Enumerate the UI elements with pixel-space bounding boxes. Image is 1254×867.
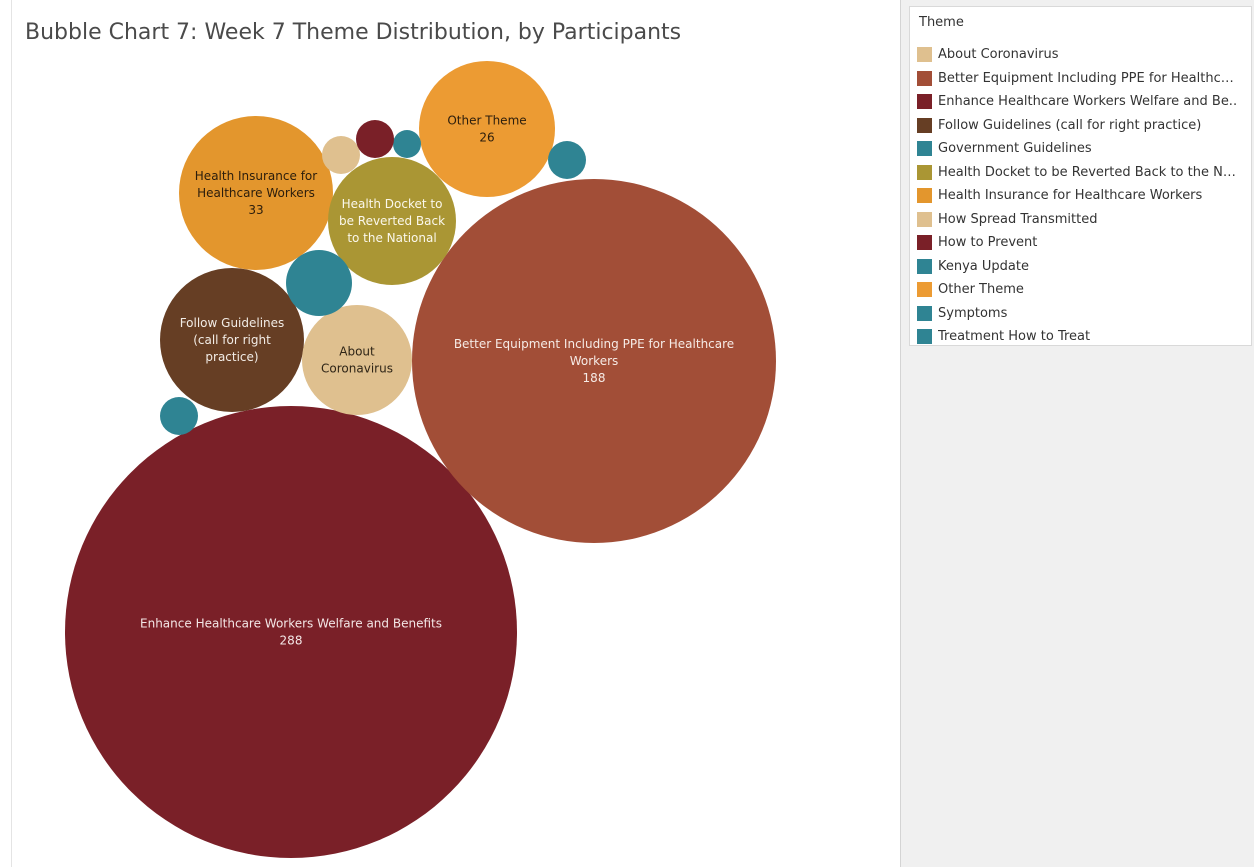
bubble-label-other: Other Theme 26 <box>447 114 526 145</box>
bubble-label-line: Follow Guidelines <box>180 316 285 330</box>
legend-item-label: Symptoms <box>938 305 1008 321</box>
bubble-chart: Enhance Healthcare Workers Welfare and B… <box>65 61 776 858</box>
legend-swatch <box>917 235 932 251</box>
legend-swatch <box>917 188 932 204</box>
bubble-label-line: Workers <box>570 354 619 368</box>
bubble-kenya-update[interactable] <box>393 130 421 158</box>
legend-item-label: Enhance Healthcare Workers Welfare and B… <box>938 94 1238 110</box>
bubble-label-line: be Reverted Back <box>339 214 445 228</box>
legend-item-label: Treatment How to Treat <box>938 329 1091 345</box>
bubble-label-line: 26 <box>479 131 494 145</box>
legend-swatch <box>917 211 932 227</box>
chart-area: Bubble Chart 7: Week 7 Theme Distributio… <box>11 0 901 867</box>
legend-title: Theme <box>919 15 964 30</box>
legend-item[interactable]: How to Prevent <box>917 231 1247 255</box>
bubble-label-line: 33 <box>248 203 263 217</box>
bubble-symptoms[interactable] <box>548 141 586 179</box>
legend-item[interactable]: Symptoms <box>917 302 1247 326</box>
legend-item[interactable]: Treatment How to Treat <box>917 325 1247 349</box>
bubble-label-line: Health Docket to <box>342 197 443 211</box>
bubble-treatment[interactable] <box>160 397 198 435</box>
legend-swatch <box>917 329 932 345</box>
bubble-label-line: About <box>339 345 375 359</box>
legend-item-label: About Coronavirus <box>938 47 1059 63</box>
bubble-label-line: to the National <box>347 231 436 245</box>
bubble-label-about-coronavirus: About Coronavirus <box>321 345 393 376</box>
legend-item-label: Better Equipment Including PPE for Healt… <box>938 70 1238 86</box>
legend-swatch <box>917 164 932 180</box>
bubble-other[interactable] <box>419 61 555 197</box>
bubble-label-line: Enhance Healthcare Workers Welfare and B… <box>140 617 442 631</box>
bubble-label-line: Healthcare Workers <box>197 186 315 200</box>
legend-item-label: Kenya Update <box>938 258 1029 274</box>
bubble-health-docket[interactable] <box>328 157 456 285</box>
bubble-label-health-docket: Health Docket to be Reverted Back to the N… <box>339 197 445 245</box>
legend-item-label: Health Insurance for Healthcare Workers <box>938 188 1203 204</box>
bubble-label-line: Coronavirus <box>321 362 393 376</box>
bubble-label-line: 288 <box>280 634 303 648</box>
bubble-label-enhance: Enhance Healthcare Workers Welfare and B… <box>140 617 442 648</box>
bubble-health-insurance[interactable] <box>179 116 333 270</box>
chart-title: Bubble Chart 7: Week 7 Theme Distributio… <box>25 20 682 45</box>
chart-left-border <box>11 0 12 867</box>
legend-item[interactable]: Health Insurance for Healthcare Workers <box>917 184 1247 208</box>
legend-swatch <box>917 117 932 133</box>
legend-item-label: Follow Guidelines (call for right practi… <box>938 117 1202 133</box>
bubble-label-line: Better Equipment Including PPE for Healt… <box>454 337 734 351</box>
bubble-label-line: Health Insurance for <box>195 169 317 183</box>
legend-swatch <box>917 70 932 86</box>
legend-item[interactable]: About Coronavirus <box>917 43 1247 67</box>
legend-swatch <box>917 282 932 298</box>
legend-item-label: Other Theme <box>938 282 1024 298</box>
legend-list: About Coronavirus Better Equipment Includ… <box>917 43 1247 349</box>
bubble-enhance[interactable] <box>65 406 517 858</box>
legend-swatch <box>917 305 932 321</box>
legend-item[interactable]: Follow Guidelines (call for right practi… <box>917 114 1247 138</box>
bubble-label-follow-guidelines: Follow Guidelines (call for right practice… <box>180 316 285 364</box>
legend-swatch <box>917 141 932 157</box>
legend-item-label: Health Docket to be Reverted Back to the… <box>938 164 1238 180</box>
bubble-about-coronavirus[interactable] <box>302 305 412 415</box>
bubble-label-better-equipment: Better Equipment Including PPE for Healt… <box>454 337 734 385</box>
bubble-how-prevent[interactable] <box>356 120 394 158</box>
legend-item[interactable]: Other Theme <box>917 278 1247 302</box>
legend-item[interactable]: Health Docket to be Reverted Back to the… <box>917 161 1247 185</box>
legend-swatch <box>917 94 932 110</box>
legend-item[interactable]: Enhance Healthcare Workers Welfare and B… <box>917 90 1247 114</box>
bubble-label-line: practice) <box>205 350 258 364</box>
legend-item[interactable]: Kenya Update <box>917 255 1247 279</box>
bubble-label-line: Other Theme <box>447 114 526 128</box>
bubble-follow-guidelines[interactable] <box>160 268 304 412</box>
legend: Theme About Coronavirus Better Equipment … <box>909 6 1252 346</box>
bubble-government-guidelines[interactable] <box>286 250 352 316</box>
legend-item-label: How to Prevent <box>938 235 1038 251</box>
legend-item[interactable]: Better Equipment Including PPE for Healt… <box>917 67 1247 91</box>
legend-swatch <box>917 258 932 274</box>
bubble-label-line: (call for right <box>193 333 271 347</box>
legend-swatch <box>917 47 932 63</box>
legend-item-label: Government Guidelines <box>938 141 1092 157</box>
bubble-label-line: 188 <box>583 371 606 385</box>
legend-item[interactable]: How Spread Transmitted <box>917 208 1247 232</box>
legend-item-label: How Spread Transmitted <box>938 211 1098 227</box>
bubble-how-spread[interactable] <box>322 136 360 174</box>
bubble-better-equipment[interactable] <box>412 179 776 543</box>
legend-item[interactable]: Government Guidelines <box>917 137 1247 161</box>
bubble-label-health-insurance: Health Insurance for Healthcare Workers 33 <box>195 169 317 217</box>
